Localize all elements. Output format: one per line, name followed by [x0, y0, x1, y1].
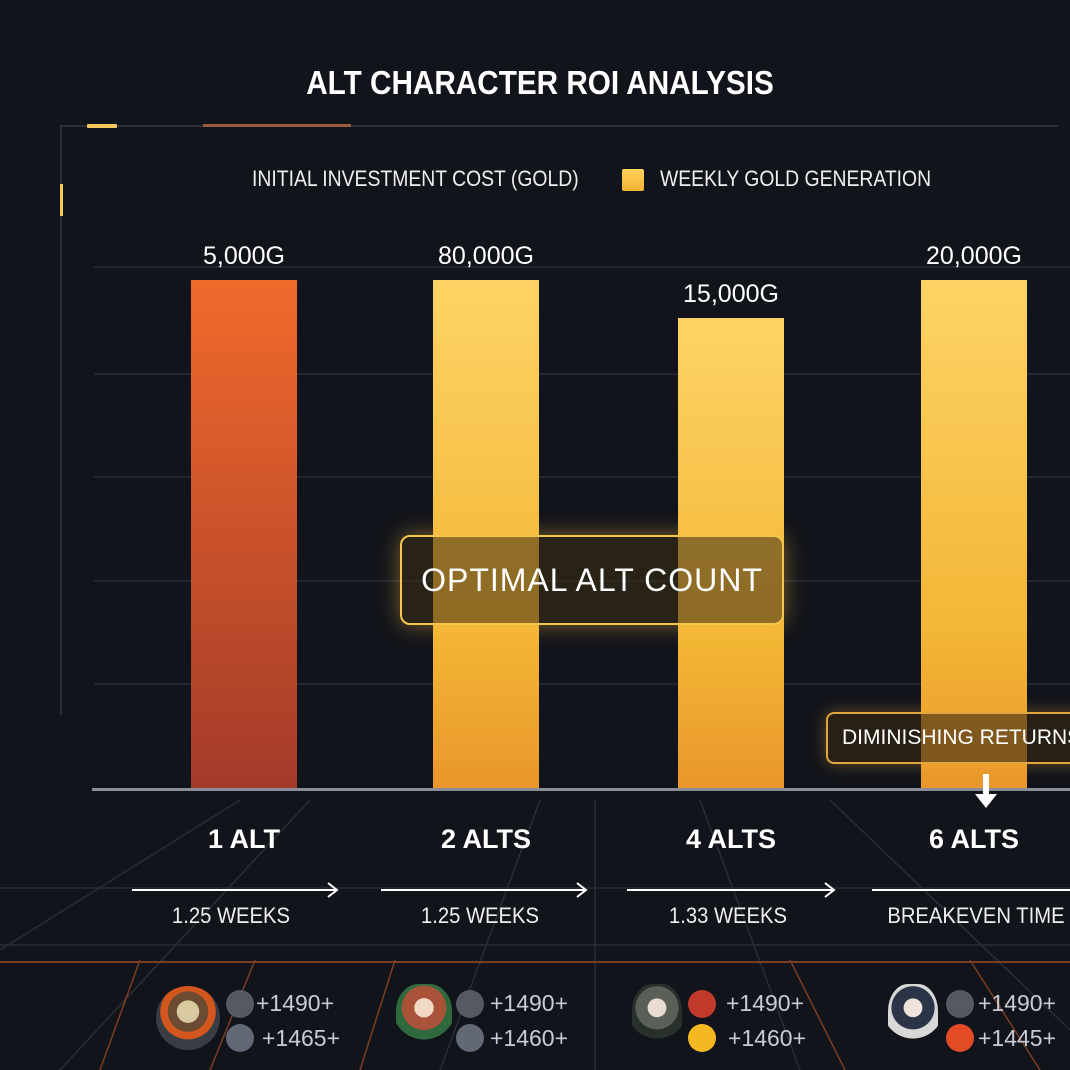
bar-value-label: 80,000G	[438, 242, 534, 270]
frame-accent	[60, 184, 63, 216]
frame-accent	[203, 124, 351, 127]
gridline	[94, 373, 1070, 375]
bar-1-alt	[191, 280, 297, 790]
down-arrow-icon	[975, 774, 997, 808]
character-avatar	[888, 984, 938, 1052]
category-label: 4 ALTS	[685, 824, 776, 854]
bar-value-label: 15,000G	[683, 280, 779, 308]
x-axis	[92, 788, 1070, 791]
character-avatar	[632, 984, 682, 1052]
breakeven-time-label: BREAKEVEN TIME	[887, 903, 1065, 928]
gridline	[94, 476, 1070, 478]
character-group: +1490+ +1445+	[888, 980, 1070, 1060]
character-group: +1490+ +1460+	[632, 980, 832, 1060]
yellow-badge-icon	[688, 1024, 716, 1052]
character-avatar	[156, 986, 220, 1050]
frame-accent	[87, 124, 117, 128]
frame-left-border	[60, 125, 62, 715]
grey-badge-icon	[226, 990, 254, 1018]
gain-value: +1490+	[256, 990, 335, 1016]
gain-value: +1465+	[262, 1025, 341, 1051]
legend: INITIAL INVESTMENT COST (GOLD) WEEKLY GO…	[0, 166, 1070, 196]
diminishing-returns-callout: DIMINISHING RETURNS Z	[826, 712, 1070, 764]
grey-badge-icon	[226, 1024, 254, 1052]
gridline	[94, 266, 1070, 268]
timeline-line	[872, 889, 1070, 891]
right-arrow-icon	[381, 882, 588, 898]
category-label: 6 ALTS	[928, 824, 1019, 854]
legend-swatch-gold	[622, 169, 644, 191]
character-group: +1490+ +1460+	[396, 980, 596, 1060]
gain-value: +1490+	[490, 990, 569, 1016]
floor-divider	[0, 961, 1070, 963]
gridline	[94, 683, 1070, 685]
gain-value: +1490+	[978, 990, 1057, 1016]
right-arrow-icon	[627, 882, 836, 898]
right-arrow-icon	[132, 882, 339, 898]
floor-perspective-lines	[0, 800, 1070, 1070]
legend-series1-label: INITIAL INVESTMENT COST (GOLD)	[252, 166, 579, 191]
gain-value: +1460+	[490, 1025, 569, 1051]
gain-value: +1490+	[726, 990, 805, 1016]
gain-value: +1445+	[978, 1025, 1057, 1051]
optimal-alt-count-callout: OPTIMAL ALT COUNT	[400, 535, 784, 625]
breakeven-time-label: 1.25 WEEKS	[171, 903, 291, 928]
gain-value: +1460+	[728, 1025, 807, 1051]
breakeven-time-label: 1.25 WEEKS	[420, 903, 540, 928]
grey-badge-icon	[456, 1024, 484, 1052]
grey-badge-icon	[946, 990, 974, 1018]
legend-series2-label: WEEKLY GOLD GENERATION	[660, 166, 932, 191]
orange-badge-icon	[946, 1024, 974, 1052]
grey-badge-icon	[456, 990, 484, 1018]
category-label: 2 ALTS	[440, 824, 531, 854]
bar-value-label: 20,000G	[926, 242, 1022, 270]
breakeven-time-label: 1.33 WEEKS	[668, 903, 788, 928]
frame-top-border	[60, 125, 1058, 127]
character-group: +1490+ +1465+	[156, 980, 356, 1060]
red-devil-badge-icon	[688, 990, 716, 1018]
category-label: 1 ALT	[208, 824, 280, 854]
bar-6-alts	[921, 280, 1027, 790]
chart-title: ALT CHARACTER ROI ANALYSIS	[306, 64, 774, 101]
character-avatar	[396, 984, 452, 1052]
bar-value-label: 5,000G	[202, 242, 285, 270]
